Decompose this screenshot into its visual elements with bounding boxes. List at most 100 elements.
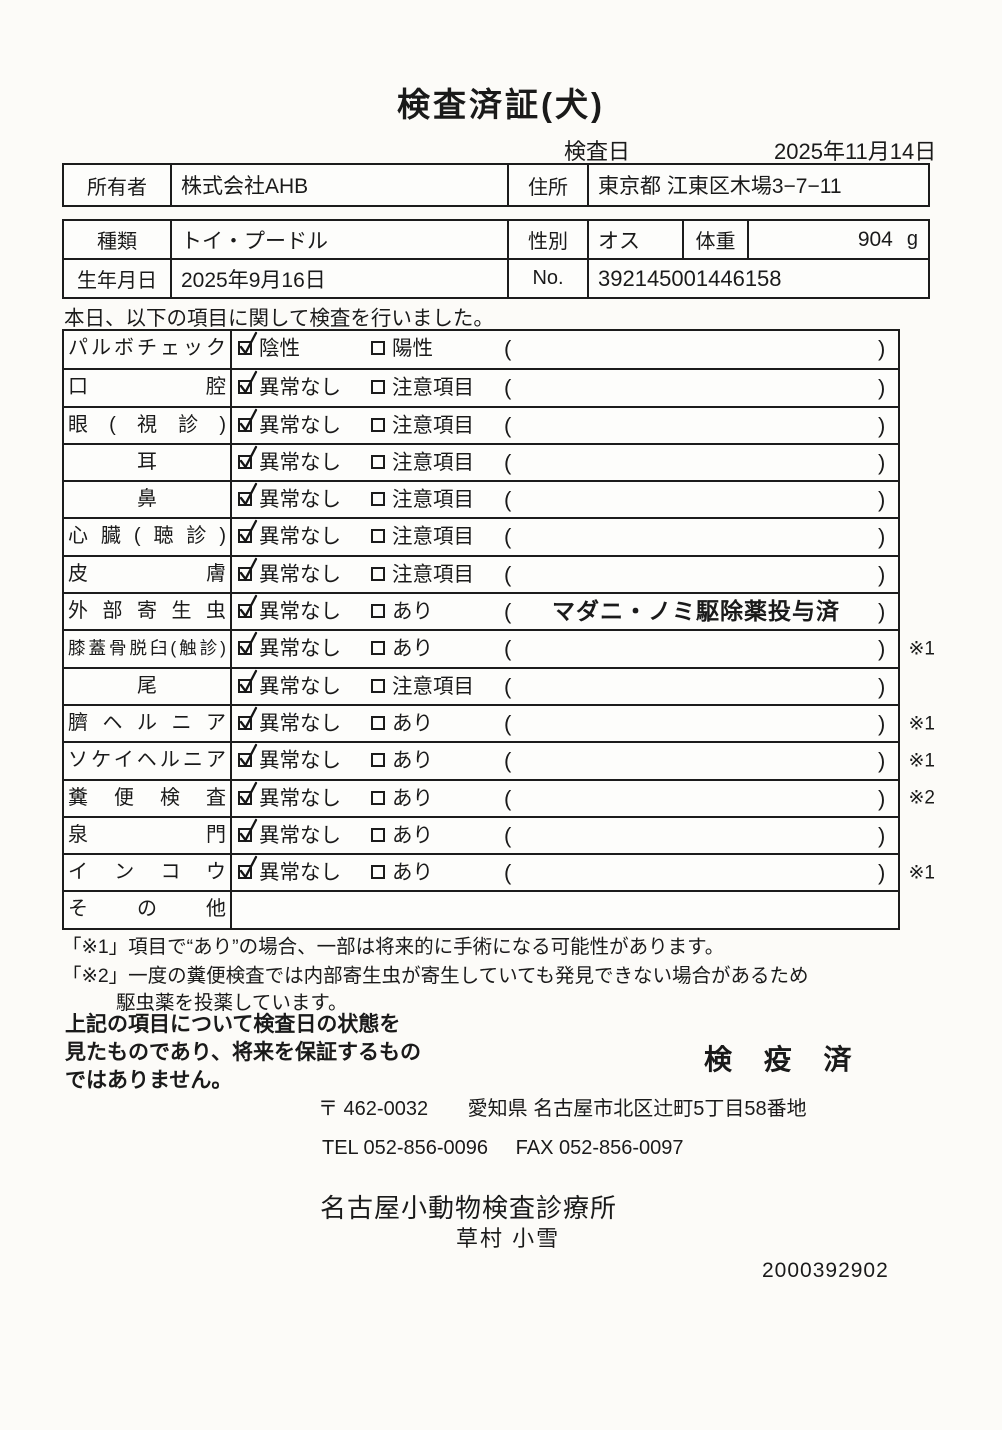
pet-row-2: 生年月日 2025年9月16日 No. 392145001446158 xyxy=(64,258,928,297)
paren-close: ) xyxy=(878,336,886,361)
paren-close: ) xyxy=(878,599,886,625)
paren-open: ( xyxy=(504,524,512,550)
exam-item-label: 心臓(聴診) xyxy=(64,519,232,555)
exam-item-label: 口腔 xyxy=(64,370,232,406)
remark-marker: ※1 xyxy=(908,862,936,884)
paren-open: ( xyxy=(504,336,512,361)
paren-close: ) xyxy=(878,785,886,811)
exam-item-label: インコウ xyxy=(64,855,232,891)
birthdate-label: 生年月日 xyxy=(77,270,157,292)
paren-open: ( xyxy=(504,748,512,774)
checkbox-checked-icon xyxy=(238,818,258,843)
address-value: 東京都 江東区木場3−7−11 xyxy=(587,165,928,205)
checkbox-unchecked-icon xyxy=(371,492,385,507)
checkbox-checked-icon xyxy=(238,557,258,581)
table-row: 眼(視診) 異常なし 注意項目 () xyxy=(64,405,898,443)
number-label: No. xyxy=(507,260,587,297)
intro-text: 本日、以下の項目に関して検査を行いました。 xyxy=(64,307,494,330)
checkbox-unchecked-icon xyxy=(371,417,385,432)
paren-open: ( xyxy=(504,561,512,587)
sex-value: オス xyxy=(587,221,682,258)
pet-row-1: 種類 トイ・プードル 性別 オス 体重 904 g xyxy=(64,221,928,258)
number-value: 392145001446158 xyxy=(587,260,928,297)
exam-item-label: 尾 xyxy=(64,668,232,704)
checkbox-unchecked-icon xyxy=(371,790,385,805)
exam-item-result: 異常なし 注意項目 () xyxy=(232,482,898,517)
exam-option-1-label: 陰性 xyxy=(259,337,300,360)
exam-option-1-label: 異常なし xyxy=(259,711,341,735)
inspection-date-label: 検査日 xyxy=(564,139,631,164)
weight-value: 904 xyxy=(857,227,893,251)
exam-item-result: 異常なし あり () xyxy=(232,743,898,778)
exam-option-1-label: 異常なし xyxy=(259,376,341,400)
exam-item-result xyxy=(232,892,898,927)
exam-item-label: 糞便検査 xyxy=(64,780,232,816)
checkbox-checked-icon xyxy=(238,445,258,470)
quarantine-stamp: 検 疫 済 xyxy=(704,1044,864,1075)
table-row: 糞便検査 異常なし あり () ※2 xyxy=(64,778,935,816)
exam-item-result: 異常なし あり () xyxy=(232,781,898,816)
table-row: 膝蓋骨脱臼(触診) 異常なし あり () ※1 xyxy=(64,629,935,667)
table-row: ソケイヘルニア 異常なし あり () ※1 xyxy=(64,741,935,779)
remark-marker: ※2 xyxy=(908,787,936,809)
exam-item-result: 異常なし 注意項目 () xyxy=(232,408,898,443)
exam-option-2-label: 注意項目 xyxy=(392,376,474,400)
exam-note-text: マダニ・ノミ駆除薬投与済 xyxy=(552,598,840,625)
table-row: 泉門 異常なし あり () xyxy=(64,815,898,854)
checkbox-unchecked-icon xyxy=(371,678,385,693)
exam-option-1-label: 異常なし xyxy=(259,861,341,885)
table-row: その他 xyxy=(64,890,898,928)
table-row: 皮膚 異常なし 注意項目 () xyxy=(64,554,898,593)
weight-label: 体重 xyxy=(682,221,747,258)
exam-item-result: 異常なし あり () xyxy=(232,855,898,890)
pet-table: 種類 トイ・プードル 性別 オス 体重 904 g 生年月日 2025年9月16… xyxy=(62,219,930,299)
sex-label: 性別 xyxy=(507,221,587,258)
exam-option-2-label: 陽性 xyxy=(392,337,433,360)
exam-option-1-label: 異常なし xyxy=(259,525,341,549)
table-row: 外部寄生虫 異常なし あり (マダニ・ノミ駆除薬投与済) xyxy=(64,592,898,630)
disclaimer-line-3: ではありません。 xyxy=(65,1069,233,1092)
exam-option-1-label: 異常なし xyxy=(259,786,341,810)
exam-item-result: 異常なし あり () xyxy=(232,818,898,853)
exam-option-2-label: あり xyxy=(392,786,433,810)
checkbox-unchecked-icon xyxy=(371,753,385,768)
exam-option-1-label: 異常なし xyxy=(259,562,341,586)
paren-close: ) xyxy=(878,860,886,886)
paren-open: ( xyxy=(504,636,512,662)
paren-close: ) xyxy=(878,449,886,475)
checkbox-unchecked-icon xyxy=(371,454,385,469)
paren-close: ) xyxy=(878,748,886,774)
exam-item-result: 陰性 陽性 () xyxy=(232,331,898,368)
exam-option-2-label: あり xyxy=(392,749,433,773)
exam-item-label: 外部寄生虫 xyxy=(64,594,232,630)
checkbox-checked-icon xyxy=(238,781,258,805)
table-row: 耳 異常なし 注意項目 () xyxy=(64,442,898,481)
exam-option-2-label: 注意項目 xyxy=(392,450,474,474)
checkbox-unchecked-icon xyxy=(371,641,385,656)
checkbox-unchecked-icon xyxy=(371,715,385,730)
inspection-date-value: 2025年11月14日 xyxy=(774,139,937,164)
table-row: 口腔 異常なし 注意項目 () xyxy=(64,368,898,406)
exam-option-2-label: あり xyxy=(392,600,433,624)
paren-open: ( xyxy=(504,860,512,886)
owner-row: 所有者 株式会社AHB 住所 東京都 江東区木場3−7−11 xyxy=(64,165,928,205)
checkbox-checked-icon xyxy=(238,706,258,731)
birthdate-value: 2025年9月16日 xyxy=(170,260,507,297)
table-row: インコウ 異常なし あり () ※1 xyxy=(64,853,935,891)
checkbox-unchecked-icon xyxy=(371,604,385,619)
breed-value: トイ・プードル xyxy=(170,221,507,258)
checkbox-checked-icon xyxy=(238,744,258,768)
exam-option-2-label: 注意項目 xyxy=(392,525,474,549)
checkbox-checked-icon xyxy=(238,483,258,507)
table-row: パルボチェック 陰性 陽性 () xyxy=(64,331,898,369)
paren-open: ( xyxy=(504,375,512,401)
exam-item-label: 泉門 xyxy=(64,817,232,854)
paren-open: ( xyxy=(504,487,512,513)
exam-option-1-label: 異常なし xyxy=(259,637,341,661)
footnote-2: 「※2」一度の糞便検査では内部寄生虫が寄生していても発見できない場合があるため xyxy=(62,965,809,987)
exam-item-result: 異常なし あり (マダニ・ノミ駆除薬投与済) xyxy=(232,594,898,629)
exam-option-2-label: あり xyxy=(392,711,433,735)
paren-close: ) xyxy=(878,487,886,513)
clinic-postal-code: 〒 462-0032 xyxy=(318,1098,429,1120)
